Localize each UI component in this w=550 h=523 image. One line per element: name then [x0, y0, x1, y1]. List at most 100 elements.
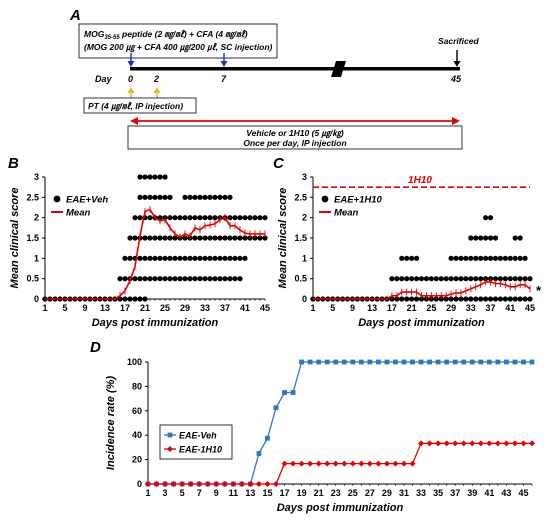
x-tick-label: 5	[62, 303, 67, 313]
score-dot	[217, 276, 223, 282]
score-dot	[127, 255, 133, 261]
score-dot	[147, 174, 153, 180]
veh-point	[324, 359, 330, 365]
score-dot	[473, 255, 479, 261]
score-dot	[399, 255, 405, 261]
score-dot	[517, 255, 523, 261]
score-dot	[152, 174, 158, 180]
score-dot	[202, 215, 208, 221]
veh-point	[265, 435, 270, 441]
score-dot	[468, 255, 474, 261]
score-dot	[458, 276, 464, 282]
score-dot	[187, 194, 193, 200]
score-dot	[232, 255, 238, 261]
score-dot	[262, 215, 268, 221]
veh-point	[478, 359, 484, 365]
x-tick-label: 25	[348, 488, 358, 498]
score-dot	[413, 255, 420, 261]
1h10-point	[460, 440, 467, 447]
x-tick-label: 9	[350, 303, 355, 313]
1h10-point	[409, 460, 416, 467]
x-axis-label: Days post immunization	[358, 317, 485, 329]
score-dot	[433, 276, 439, 282]
veh-point	[393, 359, 398, 365]
score-dot	[257, 215, 263, 221]
score-dot	[172, 255, 178, 261]
1h10-point	[179, 481, 186, 487]
score-dot	[232, 215, 238, 221]
x-tick-label: 19	[297, 488, 307, 498]
score-dot	[217, 194, 223, 200]
y-tick-label: 2.5	[26, 192, 39, 202]
veh-point	[469, 359, 475, 365]
score-dot	[157, 174, 163, 180]
eae-veh-line	[148, 361, 532, 485]
significance-asterisk: *	[536, 283, 542, 298]
score-dot	[187, 276, 193, 282]
veh-point	[452, 359, 458, 365]
x-tick-label: 45	[518, 488, 528, 498]
mog-line2: (MOG 200 ㎍ + CFA 400 ㎍/200 ㎕, SC injecti…	[84, 42, 273, 53]
1h10-point	[221, 481, 228, 487]
1h10-point	[366, 460, 373, 467]
score-dot	[404, 276, 410, 282]
score-dot	[167, 215, 173, 221]
1h10-point	[247, 481, 254, 487]
score-dot	[443, 276, 449, 282]
veh-point	[410, 359, 415, 365]
veh-point	[495, 359, 501, 365]
score-dot	[192, 215, 198, 221]
veh-point	[529, 359, 535, 365]
x-tick-label: 1	[310, 303, 315, 313]
1h10-point	[477, 440, 484, 447]
score-dot	[473, 235, 479, 241]
score-dot	[182, 215, 188, 221]
score-dot	[212, 276, 218, 282]
x-tick-label: 29	[382, 488, 392, 498]
score-dot	[142, 194, 148, 200]
1h10-point	[204, 481, 211, 487]
score-dot	[448, 255, 454, 261]
score-dot	[137, 296, 143, 302]
veh-point	[307, 359, 313, 365]
score-dot	[458, 255, 464, 261]
score-dot	[502, 255, 508, 261]
x-axis-label: Days post immunization	[92, 317, 219, 329]
score-dot	[227, 255, 233, 261]
score-dot	[207, 215, 213, 221]
score-dot	[394, 276, 400, 282]
score-dot	[478, 255, 484, 261]
score-dot	[478, 235, 484, 241]
score-dot	[212, 235, 218, 241]
score-dot	[242, 215, 248, 221]
score-dot	[453, 276, 459, 282]
legend-label: EAE-Veh	[179, 431, 217, 441]
score-dot	[409, 255, 415, 261]
veh-point	[427, 359, 432, 365]
score-dot	[227, 276, 233, 282]
x-tick-label: 31	[399, 488, 409, 498]
injection-arrow-day0	[127, 53, 135, 67]
panel-a-label: A	[69, 7, 81, 24]
score-dot	[468, 296, 474, 302]
1h10-point	[213, 481, 220, 487]
score-dot	[152, 255, 158, 261]
timeline	[130, 67, 460, 71]
x-tick-label: 7	[197, 488, 202, 498]
1h10-point	[443, 440, 450, 447]
score-dot	[187, 255, 193, 261]
legend-label: EAE+1H10	[334, 195, 383, 206]
veh-point	[512, 359, 518, 365]
score-dot	[409, 296, 415, 302]
1h10-point	[529, 440, 535, 447]
score-dot	[487, 215, 494, 221]
score-dot	[492, 235, 499, 241]
pt-box	[83, 97, 197, 114]
x-tick-label: 37	[450, 488, 460, 498]
y-tick-label: 80	[132, 381, 142, 391]
x-tick-label: 33	[416, 488, 426, 498]
panel-b: B 0 0.5 1 1.5 2 2.5 3 1 5 9 13 17 21 25 29 33 37 41 45 Days…	[8, 155, 270, 329]
score-dot	[252, 215, 258, 221]
score-dot	[147, 235, 153, 241]
score-dot	[507, 276, 513, 282]
